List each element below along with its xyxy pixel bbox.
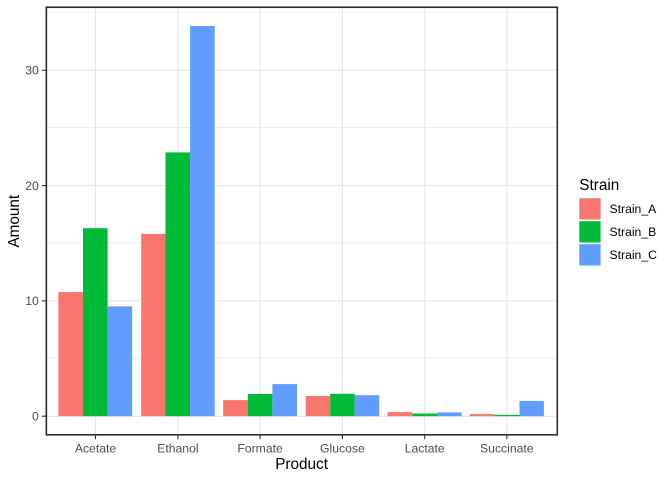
svg-text:20: 20 [25, 179, 39, 193]
svg-text:Strain_A: Strain_A [610, 202, 658, 216]
svg-text:Strain: Strain [579, 177, 619, 194]
svg-text:Amount: Amount [6, 194, 23, 247]
svg-text:Glucose: Glucose [320, 442, 365, 456]
svg-text:10: 10 [25, 294, 39, 308]
svg-text:Product: Product [275, 456, 328, 473]
svg-text:Succinate: Succinate [480, 442, 534, 456]
svg-text:Ethanol: Ethanol [157, 442, 198, 456]
svg-text:Lactate: Lactate [405, 442, 445, 456]
svg-text:Acetate: Acetate [75, 442, 117, 456]
svg-text:Formate: Formate [237, 442, 283, 456]
svg-text:0: 0 [32, 410, 39, 424]
svg-text:30: 30 [25, 64, 39, 78]
svg-text:Strain_B: Strain_B [610, 225, 657, 239]
svg-text:Strain_C: Strain_C [610, 248, 658, 262]
